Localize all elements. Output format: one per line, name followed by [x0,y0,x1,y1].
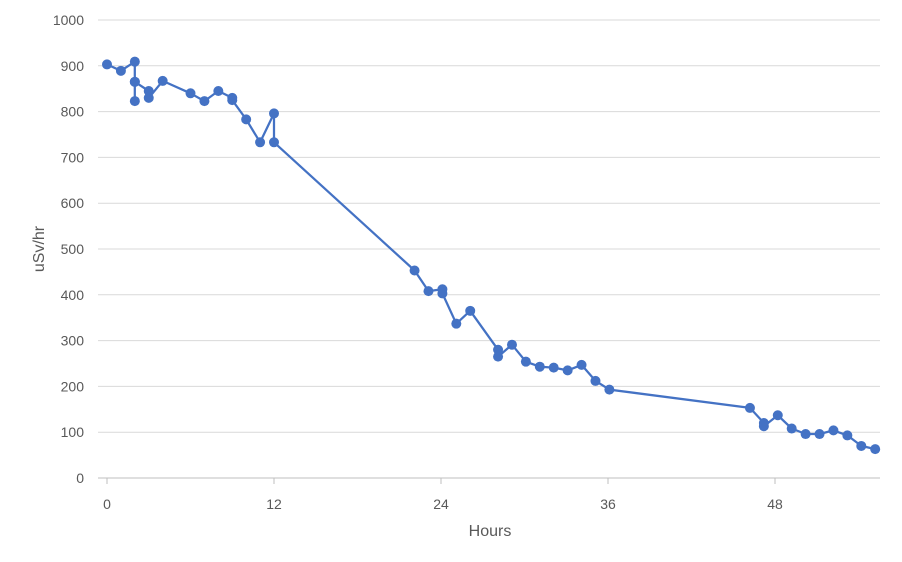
data-point [506,339,517,350]
data-point [227,95,238,106]
data-point [185,88,196,99]
data-point [814,429,825,440]
y-tick-label: 1000 [53,12,84,28]
data-point [520,356,531,367]
data-point [129,76,140,87]
data-point [758,421,769,432]
y-tick-label: 200 [61,378,85,394]
y-tick-label: 800 [61,104,85,120]
data-point [213,85,224,96]
y-tick-label: 0 [76,470,84,486]
data-point [115,65,126,76]
data-point [562,365,573,376]
x-tick-label: 12 [266,496,282,512]
x-axis-title: Hours [469,523,512,540]
y-axis-title: uSv/hr [31,225,48,272]
data-point [269,108,279,119]
gridlines [98,19,880,433]
y-tick-label: 500 [61,241,85,257]
data-point [129,56,140,67]
data-point [437,288,448,299]
data-point [856,440,867,451]
data-point [786,423,797,434]
data-point [534,361,545,372]
data-point [800,429,811,440]
data-point [842,430,853,441]
y-tick-label: 700 [61,149,85,165]
data-point [143,92,154,103]
data-point [241,114,252,125]
data-point [604,384,615,395]
series-group [102,56,881,455]
data-point [423,286,434,297]
data-point [493,351,504,362]
data-point [157,75,168,86]
data-point [744,402,755,413]
data-point [590,375,601,386]
data-point [772,410,783,421]
data-point [493,344,504,355]
data-point [548,362,559,373]
data-point [409,265,420,276]
data-point [129,96,140,107]
data-point [828,425,839,436]
y-tick-label: 900 [61,58,85,74]
data-point [255,137,266,148]
x-tick-label: 0 [103,496,111,512]
x-tick-labels: 0 12 24 36 48 [103,478,783,512]
x-tick-label: 24 [433,496,449,512]
data-point [102,59,112,70]
series-line [106,60,876,451]
y-tick-label: 600 [61,195,85,211]
y-tick-label: 100 [61,424,85,440]
y-tick-labels: 0 100 200 300 400 500 600 700 800 900 1000 [53,12,84,486]
x-tick-label: 36 [600,496,616,512]
data-point [269,137,279,148]
data-point [451,318,462,329]
data-point [870,444,881,455]
data-point [576,359,587,370]
data-point [465,305,476,316]
y-tick-label: 300 [61,333,85,349]
y-tick-label: 400 [61,287,85,303]
x-tick-label: 48 [767,496,783,512]
data-point [143,85,154,96]
data-point [199,96,210,107]
